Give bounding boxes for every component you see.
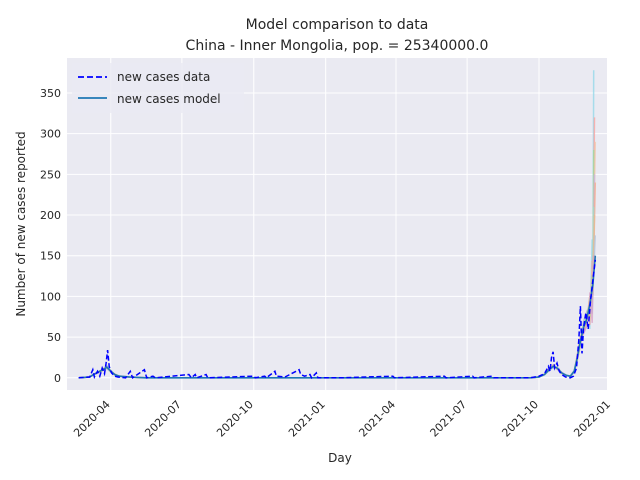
- y-axis-ticks: 0 50 100 150 200 250 300 350: [40, 87, 61, 385]
- y-tick-label: 150: [40, 250, 61, 263]
- x-axis-ticks: 2020-04 2020-07 2020-10 2021-01 2021-04 2021-…: [71, 398, 613, 440]
- chart-subtitle: China - Inner Mongolia, pop. = 25340000.…: [186, 38, 489, 54]
- y-tick-label: 250: [40, 168, 61, 181]
- x-tick-label: 2021-01: [286, 398, 328, 440]
- x-tick-label: 2021-10: [499, 398, 541, 440]
- legend-label-new-cases-data: new cases data: [117, 70, 210, 84]
- x-axis-title: Day: [328, 451, 352, 465]
- legend: new cases data new cases model: [72, 63, 244, 113]
- x-tick-label: 2021-07: [428, 398, 470, 440]
- y-tick-label: 350: [40, 87, 61, 100]
- series-lines: [78, 255, 597, 380]
- series-line-new-cases-model: [78, 255, 597, 379]
- series-line-new-cases-data: [78, 259, 597, 380]
- y-tick-label: 100: [40, 290, 61, 303]
- x-tick-label: 2020-10: [214, 398, 256, 440]
- y-axis-title: Number of new cases reported: [14, 131, 28, 316]
- y-tick-label: 300: [40, 128, 61, 141]
- x-tick-label: 2022-01: [571, 398, 613, 440]
- y-tick-label: 50: [47, 331, 61, 344]
- x-tick-label: 2021-04: [356, 398, 398, 440]
- chart-title: Model comparison to data: [246, 17, 429, 33]
- x-tick-label: 2020-04: [71, 398, 113, 440]
- legend-label-new-cases-model: new cases model: [117, 92, 221, 106]
- y-tick-label: 200: [40, 209, 61, 222]
- plot-area: [67, 58, 607, 390]
- legend-box: [72, 63, 244, 113]
- y-tick-label: 0: [54, 372, 61, 385]
- x-tick-label: 2020-07: [142, 398, 184, 440]
